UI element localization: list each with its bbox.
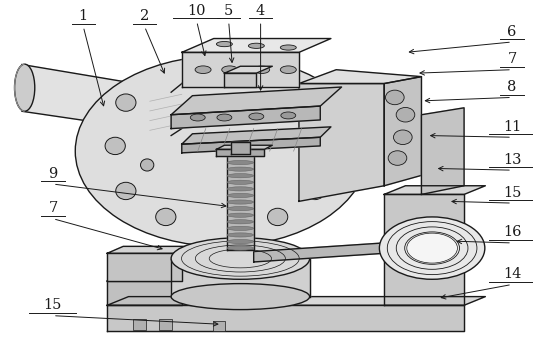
Text: 4: 4 [256,4,265,18]
Polygon shape [216,150,264,156]
Polygon shape [216,145,272,150]
Text: 15: 15 [503,186,521,200]
Circle shape [75,56,368,246]
Bar [160,319,172,330]
Polygon shape [171,87,342,115]
Text: 13: 13 [502,153,521,167]
Text: 16: 16 [502,225,521,239]
Polygon shape [182,137,320,153]
Text: 6: 6 [507,25,517,39]
Polygon shape [182,39,331,52]
Ellipse shape [254,66,270,73]
Ellipse shape [227,180,254,184]
Ellipse shape [227,187,254,191]
Ellipse shape [227,174,254,178]
Ellipse shape [281,112,296,119]
Ellipse shape [14,64,35,111]
Ellipse shape [394,130,412,145]
Ellipse shape [386,90,404,105]
Ellipse shape [116,94,136,111]
Text: 8: 8 [507,80,517,94]
Ellipse shape [248,43,264,48]
Ellipse shape [222,66,238,73]
Polygon shape [384,77,421,186]
Text: 15: 15 [44,298,62,312]
Polygon shape [107,281,182,305]
Ellipse shape [227,213,254,217]
Polygon shape [171,106,320,128]
Ellipse shape [227,167,254,171]
Polygon shape [299,70,421,84]
Ellipse shape [305,182,325,200]
Text: 10: 10 [187,4,206,18]
Ellipse shape [388,151,407,165]
Polygon shape [384,186,485,194]
Polygon shape [107,274,198,281]
Ellipse shape [249,113,264,120]
Ellipse shape [227,193,254,198]
Ellipse shape [227,220,254,224]
Polygon shape [224,73,256,87]
Ellipse shape [308,137,328,154]
Ellipse shape [116,182,136,200]
Polygon shape [384,194,464,305]
Text: 2: 2 [140,9,149,23]
Polygon shape [224,66,272,73]
Text: 5: 5 [224,4,233,18]
Bar [133,319,146,330]
Ellipse shape [216,41,232,47]
Ellipse shape [268,208,288,226]
Polygon shape [231,143,250,153]
Text: 11: 11 [503,120,521,134]
Text: 7: 7 [507,52,516,66]
Polygon shape [254,243,384,262]
Ellipse shape [407,233,458,263]
Ellipse shape [171,284,310,310]
Ellipse shape [227,246,254,250]
Polygon shape [182,127,331,144]
Polygon shape [107,246,198,253]
Polygon shape [299,84,384,201]
Text: 9: 9 [48,167,58,180]
Text: 7: 7 [48,201,58,215]
Ellipse shape [217,114,232,121]
Polygon shape [22,65,187,135]
Ellipse shape [396,107,415,122]
Ellipse shape [171,238,310,279]
Text: 14: 14 [503,267,521,281]
Polygon shape [227,153,254,250]
Ellipse shape [195,66,211,73]
Ellipse shape [140,159,154,171]
Polygon shape [421,108,464,194]
Ellipse shape [280,66,296,73]
Ellipse shape [156,208,176,226]
Ellipse shape [280,45,296,50]
Polygon shape [171,258,310,297]
Ellipse shape [227,239,254,244]
Ellipse shape [227,206,254,211]
Ellipse shape [227,200,254,204]
Ellipse shape [227,226,254,231]
Polygon shape [107,305,464,331]
Polygon shape [107,297,485,305]
Ellipse shape [227,160,254,165]
Ellipse shape [105,137,125,154]
Bar [213,321,225,331]
Polygon shape [107,253,182,281]
Ellipse shape [190,114,205,121]
Ellipse shape [227,233,254,237]
Text: 1: 1 [78,9,88,23]
Polygon shape [182,52,299,87]
Ellipse shape [379,217,485,279]
